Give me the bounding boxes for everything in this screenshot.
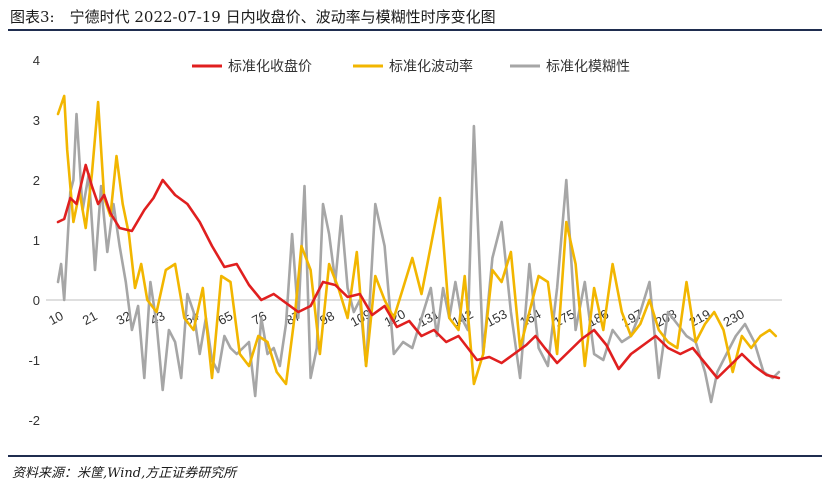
title-rule [8,29,822,31]
x-tick-label: 65 [215,308,235,328]
legend-label: 标准化波动率 [389,58,473,75]
chart-legend: 标准化收盘价 标准化波动率 标准化模糊性 [192,58,630,75]
series-line-3 [56,112,781,404]
chart-lines [56,94,781,404]
y-tick-label: 0 [33,293,40,308]
y-tick-label: -2 [28,413,40,428]
y-tick-label: 2 [33,173,40,188]
legend-label: 标准化模糊性 [546,59,630,75]
x-tick-label: 21 [80,308,100,328]
y-tick-label: 4 [33,53,40,68]
x-tick-label: 98 [317,308,337,328]
y-tick-label: 1 [33,233,40,248]
y-tick-label: 3 [33,113,40,128]
x-tick-label: 76 [249,308,269,328]
series-line-1 [56,163,781,380]
x-tick-label: 43 [148,308,168,328]
legend-label: 标准化收盘价 [228,58,312,75]
y-tick-label: -1 [28,353,40,368]
figure-title: 图表3: 宁德时代 2022-07-19 日内收盘价、波动率与模糊性时序变化图 [10,8,496,26]
x-tick-label: 10 [46,308,66,328]
source-rule [8,455,822,457]
source-note: 资料来源：米筐,Wind,方正证券研究所 [12,466,237,481]
series-line-2 [56,94,778,386]
